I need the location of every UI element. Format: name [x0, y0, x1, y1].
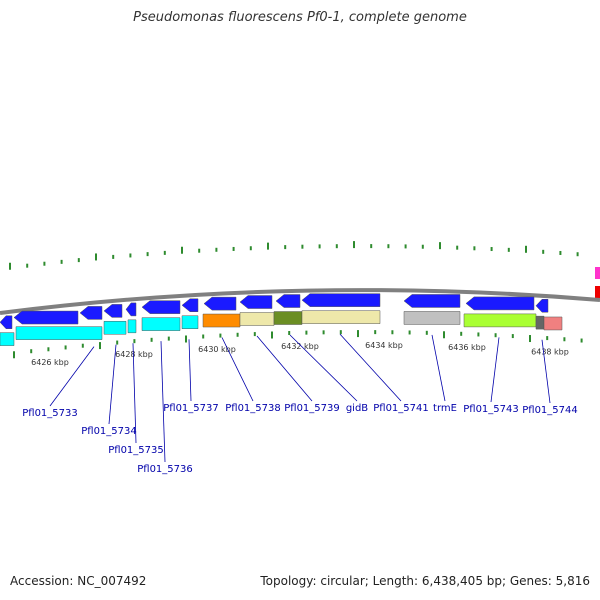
axis-label: 6426 kbp: [31, 358, 69, 367]
gene-label[interactable]: Pfl01_5741: [373, 403, 429, 414]
gene-feature[interactable]: [463, 313, 537, 328]
gene-feature[interactable]: [103, 320, 127, 335]
gene-feature[interactable]: [535, 315, 545, 330]
gene-feature[interactable]: [79, 306, 103, 320]
gene-feature[interactable]: [239, 295, 273, 309]
accession-text: Accession: NC_007492: [10, 574, 147, 588]
gene-label[interactable]: Pfl01_5739: [284, 403, 340, 414]
gene-feature[interactable]: [0, 315, 13, 329]
axis-label: 6430 kbp: [198, 345, 236, 354]
gene-feature[interactable]: [239, 312, 275, 326]
gene-label[interactable]: Pfl01_5733: [22, 408, 78, 419]
gene-feature[interactable]: [127, 319, 137, 334]
gene-feature[interactable]: [141, 300, 181, 314]
gene-label[interactable]: Pfl01_5738: [225, 403, 281, 414]
label-leader: [541, 339, 551, 404]
gene-feature[interactable]: [181, 315, 199, 330]
label-leader: [132, 343, 137, 444]
edge-marker-magenta[interactable]: [595, 267, 600, 279]
gene-feature[interactable]: [13, 310, 79, 325]
label-leader: [221, 337, 254, 402]
gene-feature[interactable]: [125, 302, 137, 317]
gene-label[interactable]: Pfl01_5743: [463, 404, 519, 415]
gene-feature[interactable]: [465, 296, 535, 311]
gene-feature[interactable]: [103, 304, 123, 318]
label-leader: [490, 337, 500, 403]
gene-feature[interactable]: [535, 299, 549, 313]
gene-feature[interactable]: [273, 311, 303, 325]
gene-label[interactable]: Pfl01_5734: [81, 426, 137, 437]
edge-marker-red[interactable]: [595, 286, 600, 298]
topology-text: Topology: circular; Length: 6,438,405 bp…: [260, 574, 590, 588]
axis-label: 6438 kbp: [531, 347, 569, 356]
gene-feature[interactable]: [301, 310, 381, 324]
axis-label: 6436 kbp: [448, 343, 486, 352]
label-leaders: [49, 333, 551, 463]
outer-ticks: [9, 241, 579, 270]
gene-feature[interactable]: [301, 293, 381, 307]
label-leader: [289, 334, 358, 402]
gene-feature[interactable]: [15, 326, 103, 340]
gene-feature[interactable]: [0, 332, 15, 346]
gene-features: [0, 293, 563, 346]
genome-backbone: [0, 288, 600, 315]
gene-feature[interactable]: [203, 296, 237, 311]
gene-feature[interactable]: [181, 298, 199, 313]
axis-label: 6428 kbp: [115, 350, 153, 359]
label-leader: [256, 335, 313, 402]
gene-label[interactable]: trmE: [433, 403, 457, 414]
inner-ticks: [13, 330, 583, 359]
gene-label[interactable]: Pfl01_5735: [108, 445, 164, 456]
gene-feature[interactable]: [202, 313, 241, 328]
label-leader: [49, 346, 95, 407]
label-leader: [108, 344, 117, 425]
map-title: Pseudomonas fluorescens Pf0-1, complete …: [133, 10, 467, 25]
gene-label[interactable]: Pfl01_5736: [137, 464, 193, 475]
gene-label[interactable]: Pfl01_5744: [522, 405, 578, 416]
label-leader: [188, 339, 192, 402]
gene-label[interactable]: Pfl01_5737: [163, 403, 219, 414]
gene-feature[interactable]: [403, 294, 461, 308]
label-leader: [431, 334, 446, 402]
axis-label: 6434 kbp: [365, 341, 403, 350]
gene-feature[interactable]: [403, 311, 461, 325]
gene-label[interactable]: gidB: [346, 403, 368, 414]
gene-feature[interactable]: [275, 294, 301, 308]
label-leader: [160, 341, 166, 463]
gene-feature[interactable]: [141, 317, 181, 331]
gene-feature[interactable]: [543, 316, 563, 331]
axis-labels: 6426 kbp 6428 kbp 6430 kbp 6432 kbp 6434 kbp…: [31, 341, 569, 367]
axis-label: 6432 kbp: [281, 342, 319, 351]
label-leader: [339, 333, 402, 402]
